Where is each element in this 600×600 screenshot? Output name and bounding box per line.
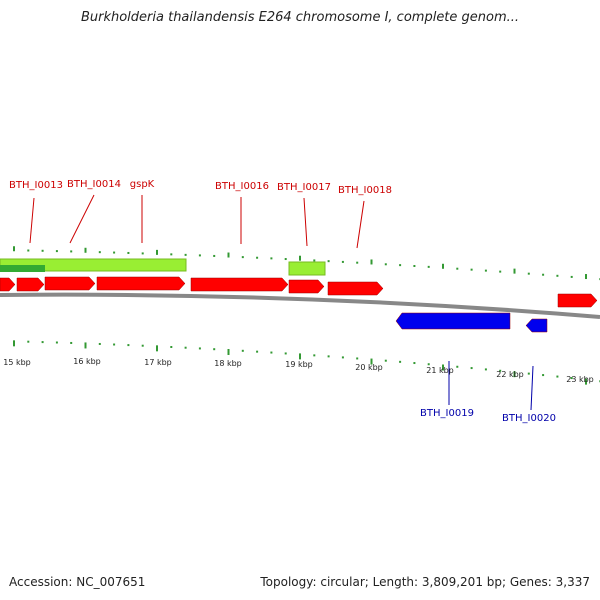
- reverse-gene-label: BTH_I0020: [502, 413, 556, 424]
- reverse-gene-arrow: [395, 312, 511, 330]
- feature-track: [0, 258, 326, 276]
- position-axis: 15 kbp 16 kbp 17 kbp 18 kbp 19 kbp 20 kbp 21 k…: [3, 357, 594, 384]
- feature-bar-segment: [0, 265, 45, 272]
- label-leader-line: [530, 365, 534, 411]
- forward-gene-label: BTH_I0014: [67, 179, 121, 190]
- forward-gene-arrow: [16, 277, 45, 292]
- label-leader-lines: [29, 194, 534, 411]
- label-leader-line: [29, 197, 35, 244]
- axis-tick-label: 20 kbp: [355, 363, 383, 372]
- axis-tick-label: 15 kbp: [3, 358, 31, 367]
- forward-gene-arrow: [96, 276, 186, 291]
- forward-gene-label: BTH_I0017: [277, 182, 331, 193]
- forward-gene-label: gspK: [130, 179, 155, 190]
- axis-tick-label: 19 kbp: [285, 360, 313, 369]
- gene-labels: BTH_I0013 BTH_I0014 gspK BTH_I0016 BTH_I0017…: [9, 179, 556, 424]
- label-leader-line: [303, 197, 308, 247]
- axis-tick-label: 23 kbp: [566, 375, 594, 384]
- accession-label: Accession: NC_007651: [9, 575, 146, 589]
- axis-tick-label: 22 kbp: [496, 370, 524, 379]
- axis-tick-label: 16 kbp: [73, 357, 101, 366]
- map-title: Burkholderia thailandensis E264 chromoso…: [80, 10, 520, 25]
- axis-tick-label: 17 kbp: [144, 358, 172, 367]
- label-leader-line: [69, 194, 95, 244]
- reverse-gene-arrow: [525, 318, 548, 333]
- axis-tick-label: 18 kbp: [214, 359, 242, 368]
- forward-gene-label: BTH_I0016: [215, 181, 269, 192]
- reverse-gene-label: BTH_I0019: [420, 408, 474, 419]
- forward-gene-arrow: [44, 276, 96, 291]
- feature-bar: [288, 261, 326, 276]
- forward-gene-label: BTH_I0013: [9, 180, 63, 191]
- outer-tick-track: [13, 246, 600, 281]
- forward-gene-arrow: [557, 293, 598, 308]
- genome-summary: Topology: circular; Length: 3,809,201 bp…: [260, 575, 590, 589]
- backbone-track: [0, 292, 600, 319]
- forward-gene-arrow: [288, 279, 325, 294]
- forward-gene-arrow: [327, 281, 384, 296]
- forward-gene-arrow: [0, 277, 16, 292]
- gene-track: [0, 276, 598, 333]
- axis-tick-label: 21 kbp: [426, 366, 454, 375]
- forward-gene-arrow: [190, 277, 289, 292]
- backbone-arc: [0, 292, 600, 319]
- label-leader-line: [356, 200, 365, 249]
- feature-bar: [0, 258, 187, 272]
- inner-tick-track: [13, 340, 600, 385]
- forward-gene-label: BTH_I0018: [338, 185, 392, 196]
